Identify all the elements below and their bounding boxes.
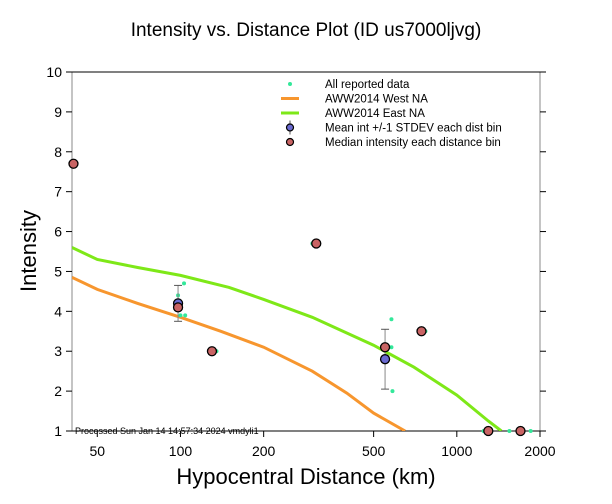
reported-data-point [389,345,394,350]
median-point [311,238,322,249]
reported-data-point [390,389,395,394]
reported-data-point [389,317,394,322]
median-point [172,302,184,313]
median-point [68,158,79,169]
reported-data-point [178,313,183,318]
x-tick-label: 500 [362,443,386,459]
legend-label: AWW2014 East NA [325,108,425,120]
x-tick-label: 100 [169,443,193,459]
x-tick-label: 2000 [524,443,555,459]
y-tick-label: 1 [54,423,62,439]
curve-aww2014-east-na [72,246,503,431]
median-point [206,346,218,357]
legend-marker-median [285,137,295,147]
model-curves [72,246,503,431]
axis-ticks: 1 2 3 4 5 6 7 8 9 10 50 100 200 500 1000 2000 [46,64,555,459]
y-tick-label: 3 [54,343,62,359]
chart-title: Intensity vs. Distance Plot (ID us7000lj… [131,20,482,41]
reported-data-point [182,281,187,286]
median-point [483,425,494,437]
x-tick-label: 200 [252,443,276,459]
reported-data-point [183,313,188,318]
legend: All reported data AWW2014 West NA AWW2014 … [281,79,502,149]
reported-data-point [528,429,533,433]
y-tick-label: 6 [54,224,62,240]
x-tick-label: 50 [90,443,106,459]
median-point [379,342,391,353]
legend-label: Median intensity each distance bin [325,137,501,149]
y-tick-label: 4 [54,303,62,319]
mean-point [379,354,391,365]
plot-frame [71,71,541,432]
y-tick-label: 9 [54,104,62,120]
curve-aww2014-west-na [72,276,406,431]
legend-marker-reported [288,82,292,86]
median-point [515,425,526,437]
y-tick-label: 5 [54,263,62,279]
x-axis-label: Hypocentral Distance (km) [176,464,435,489]
y-tick-label: 8 [54,144,62,160]
legend-label: All reported data [325,79,410,91]
y-tick-label: 10 [46,64,62,80]
x-tick-label: 1000 [441,443,472,459]
y-tick-label: 7 [54,184,62,200]
y-axis-label: Intensity [16,210,41,292]
reported-data-point [507,429,512,433]
y-tick-label: 2 [54,383,62,399]
processed-note: Processed Sun Jan 14 14:57:34 2024 vmdyl… [75,426,259,436]
legend-label: Mean int +/-1 STDEV each dist bin [325,123,502,135]
median-point [416,326,427,337]
legend-label: AWW2014 West NA [325,94,428,106]
data-marks [68,158,533,437]
legend-marker-mean [285,123,295,132]
